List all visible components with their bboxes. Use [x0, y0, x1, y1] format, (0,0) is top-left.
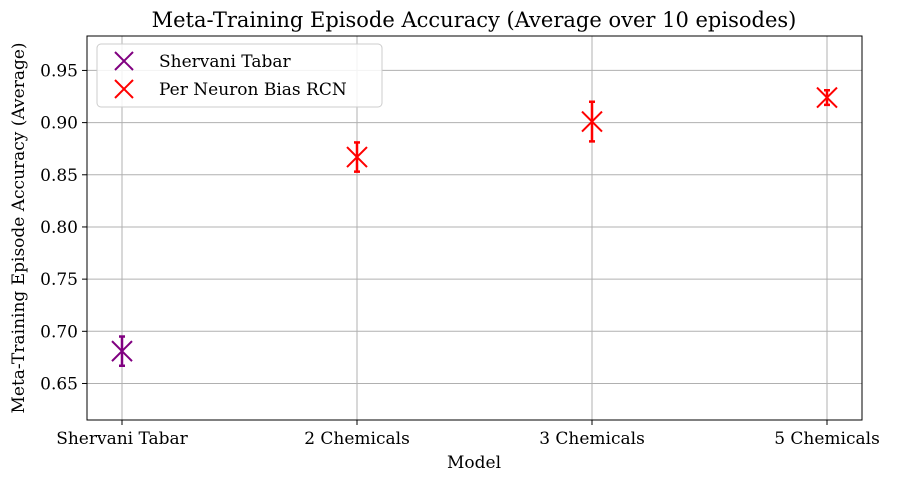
legend-marker — [114, 51, 134, 71]
y-tick-label: 0.65 — [40, 374, 78, 394]
chart-title: Meta-Training Episode Accuracy (Average … — [152, 8, 797, 32]
x-tick-label: 2 Chemicals — [304, 429, 410, 449]
x-marker — [346, 146, 368, 168]
data-point — [346, 141, 368, 173]
x-marker — [816, 86, 838, 109]
x-tick-label: 5 Chemicals — [774, 429, 880, 449]
legend: Shervani Tabar Per Neuron Bias RCN — [96, 43, 383, 108]
x-marker — [581, 110, 603, 133]
y-tick-label: 0.80 — [40, 218, 78, 238]
y-tick-label: 0.75 — [40, 270, 78, 290]
data-point — [581, 100, 603, 143]
legend-item: Per Neuron Bias RCN — [114, 79, 347, 100]
legend-label: Per Neuron Bias RCN — [159, 80, 347, 100]
x-axis-label: Model — [447, 453, 501, 473]
data-point — [111, 335, 133, 367]
y-tick-label: 0.95 — [40, 61, 78, 81]
x-marker — [111, 340, 133, 362]
data-points — [111, 86, 838, 367]
x-tick-label: 3 Chemicals — [539, 429, 645, 449]
legend-box — [96, 43, 383, 108]
y-tick-label: 0.90 — [40, 114, 78, 134]
legend-marker — [114, 79, 134, 99]
y-tick-label: 0.85 — [40, 166, 78, 186]
plot-frame — [86, 35, 863, 421]
y-axis-label: Meta-Training Episode Accuracy (Average) — [9, 42, 29, 413]
y-tick-label: 0.70 — [40, 322, 78, 342]
data-point — [816, 86, 838, 109]
legend-item: Shervani Tabar — [114, 51, 291, 72]
x-tick-label: Shervani Tabar — [56, 429, 188, 449]
x-tick-labels: Shervani Tabar 2 Chemicals 3 Chemicals 5 Ch… — [56, 420, 880, 449]
y-tick-labels: 0.65 0.70 0.75 0.80 0.85 0.90 0.95 — [40, 61, 87, 394]
legend-label: Shervani Tabar — [159, 52, 291, 72]
